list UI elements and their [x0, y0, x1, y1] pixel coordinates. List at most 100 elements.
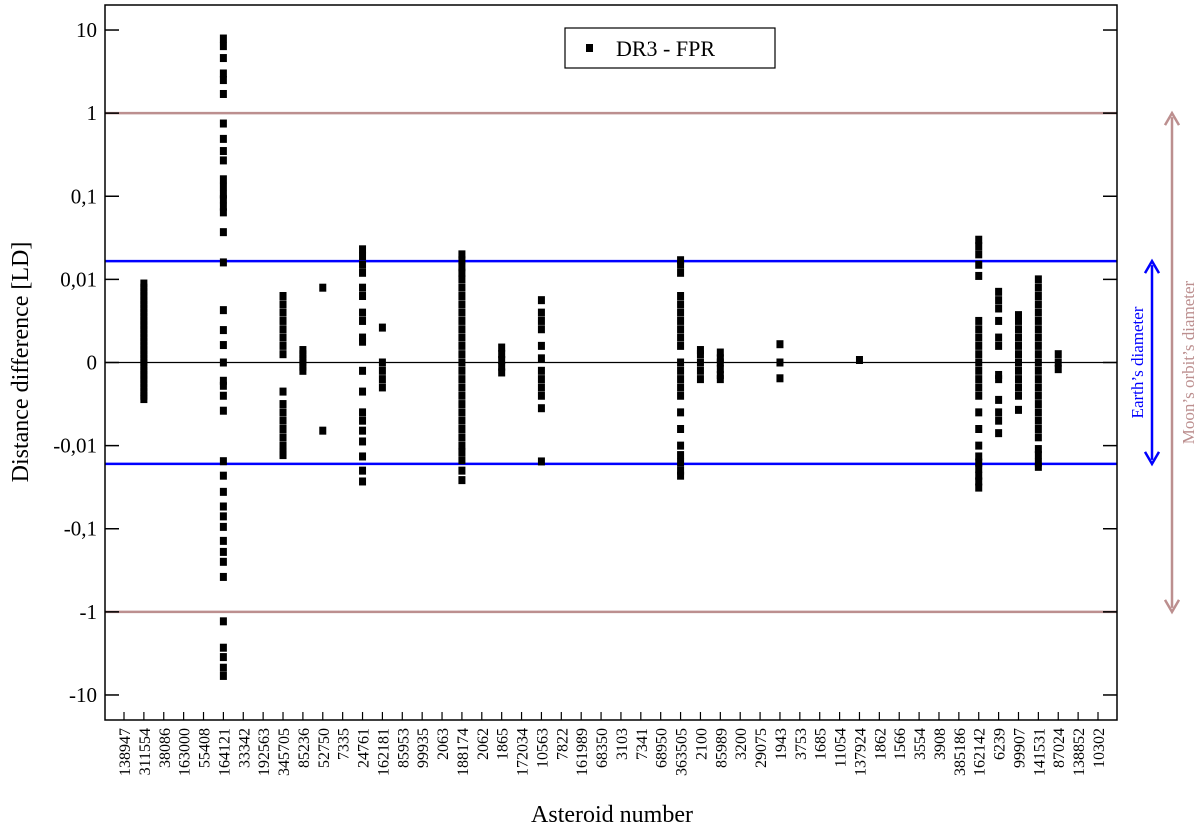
- point: [458, 350, 466, 359]
- x-tick-label: 1865: [495, 728, 512, 760]
- point: [140, 362, 148, 371]
- legend-box: [564, 27, 776, 69]
- x-tick-label: 68950: [654, 728, 671, 768]
- y-axis-label: Distance difference [LD]: [8, 242, 34, 483]
- point: [359, 292, 367, 301]
- point: [1054, 365, 1062, 374]
- x-tick-label: 7335: [336, 728, 353, 760]
- point: [537, 391, 545, 400]
- point: [378, 383, 386, 392]
- point: [140, 358, 148, 367]
- point: [219, 522, 227, 531]
- point: [1034, 292, 1042, 301]
- point: [359, 283, 367, 292]
- point: [279, 350, 287, 359]
- point: [975, 235, 983, 244]
- y-tick-label: 0,01: [60, 267, 97, 291]
- point: [219, 195, 227, 204]
- point: [1054, 358, 1062, 367]
- point: [677, 441, 685, 450]
- point: [1034, 366, 1042, 375]
- point: [458, 391, 466, 400]
- point: [537, 366, 545, 375]
- point: [716, 348, 724, 357]
- point: [458, 341, 466, 350]
- x-tick-label: 85953: [395, 728, 412, 768]
- point: [140, 341, 148, 350]
- point: [219, 358, 227, 367]
- point: [1034, 283, 1042, 292]
- point: [279, 316, 287, 325]
- point: [140, 354, 148, 363]
- point: [458, 263, 466, 272]
- point: [458, 268, 466, 277]
- point: [458, 383, 466, 392]
- point: [1034, 375, 1042, 384]
- point: [219, 502, 227, 511]
- point: [378, 375, 386, 384]
- point: [458, 316, 466, 325]
- point: [378, 358, 386, 367]
- point: [219, 643, 227, 652]
- x-tick-label: 164121: [216, 728, 233, 776]
- point: [219, 487, 227, 496]
- x-tick-label: 7341: [634, 728, 651, 760]
- point: [537, 325, 545, 334]
- point: [1014, 316, 1022, 325]
- point: [776, 374, 784, 383]
- point: [219, 471, 227, 480]
- point: [975, 350, 983, 359]
- point: [299, 350, 307, 359]
- point: [1014, 333, 1022, 342]
- point: [219, 89, 227, 98]
- point: [319, 283, 327, 292]
- point: [279, 433, 287, 442]
- point: [359, 452, 367, 461]
- point: [359, 316, 367, 325]
- point: [458, 375, 466, 384]
- point: [279, 400, 287, 409]
- point: [140, 283, 148, 292]
- point: [378, 366, 386, 375]
- point: [458, 441, 466, 450]
- point: [219, 175, 227, 184]
- point: [1034, 416, 1042, 425]
- point: [219, 572, 227, 581]
- point: [975, 441, 983, 450]
- point: [537, 341, 545, 350]
- point: [219, 381, 227, 390]
- point: [219, 208, 227, 217]
- point: [219, 663, 227, 672]
- point: [140, 321, 148, 330]
- point: [279, 308, 287, 317]
- point: [359, 366, 367, 375]
- x-tick-label: 192563: [256, 728, 273, 776]
- point: [677, 268, 685, 277]
- point: [975, 375, 983, 384]
- point: [219, 512, 227, 521]
- point: [458, 292, 466, 301]
- point: [299, 362, 307, 371]
- point: [1034, 424, 1042, 433]
- point: [677, 408, 685, 417]
- moon-arrow-head: [1163, 599, 1181, 615]
- point: [995, 287, 1003, 296]
- point: [458, 366, 466, 375]
- point: [696, 358, 704, 367]
- point: [537, 354, 545, 363]
- x-tick-label: 85236: [296, 728, 313, 768]
- point: [359, 387, 367, 396]
- point: [677, 316, 685, 325]
- point: [995, 333, 1003, 342]
- point: [995, 408, 1003, 417]
- point: [677, 451, 685, 460]
- point: [219, 536, 227, 545]
- x-tick-label: 163000: [177, 728, 194, 776]
- point: [279, 292, 287, 301]
- x-tick-label: 99935: [415, 728, 432, 768]
- point: [458, 300, 466, 309]
- point: [458, 408, 466, 417]
- point: [1014, 325, 1022, 334]
- point: [359, 426, 367, 435]
